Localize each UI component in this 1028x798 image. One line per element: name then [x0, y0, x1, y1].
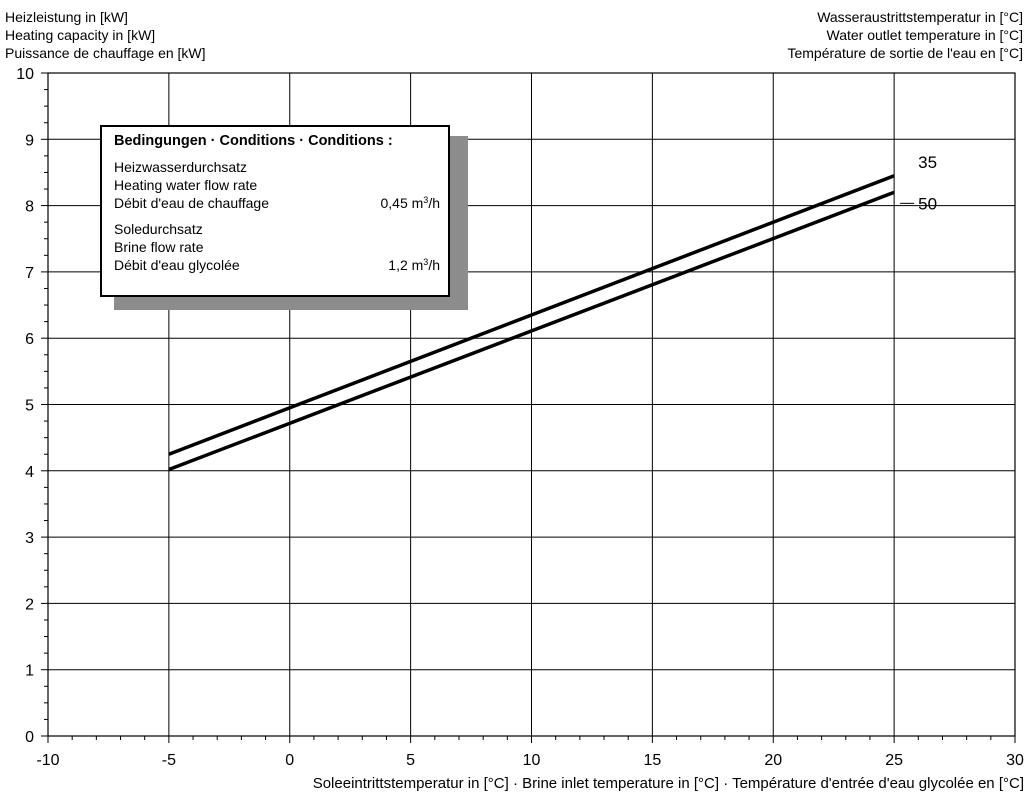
y-tick-label: 10 [16, 66, 34, 83]
x-tick-label: -10 [36, 752, 59, 769]
heating-flow-row: Débit d'eau de chauffage 0,45 m3/h [114, 194, 440, 212]
brine-flow-number: 1,2 m [388, 257, 424, 273]
heating-flow-exponent: 3 [423, 195, 429, 205]
x-tick-label: 30 [1006, 752, 1024, 769]
heating-flow-label-de: Heizwasserdurchsatz [114, 159, 248, 175]
brine-flow-row: Débit d'eau glycolée 1,2 m3/h [114, 256, 440, 274]
x-tick-label: 25 [885, 752, 903, 769]
y-axis-label-left: Heizleistung in [kW] Heating capacity in… [5, 8, 206, 62]
y-axis-label-en: Heating capacity in [kW] [5, 27, 156, 43]
legend-title-fr: Température de sortie de l'eau en [°C] [787, 45, 1023, 61]
y-tick-label: 5 [25, 398, 34, 415]
series-label-50: 50 [918, 194, 937, 213]
conditions-title: Bedingungen · Conditions · Conditions : [114, 133, 393, 149]
y-tick-label: 8 [25, 199, 34, 216]
x-tick-label: 0 [285, 752, 294, 769]
y-tick-label: 0 [25, 729, 34, 746]
brine-flow-label-fr: Débit d'eau glycolée [114, 257, 240, 273]
y-tick-label: 4 [25, 464, 34, 481]
legend-title: Wasseraustrittstemperatur in [°C] Water … [787, 8, 1023, 62]
series-line-35 [168, 174, 895, 456]
x-tick-label: 10 [523, 752, 541, 769]
heating-flow-value: 0,45 m3/h [380, 194, 440, 212]
x-tick-label: -5 [162, 752, 176, 769]
x-tick-label: 5 [406, 752, 415, 769]
brine-flow-unit: /h [428, 257, 440, 273]
x-tick-label: 20 [764, 752, 782, 769]
heating-flow-label-en: Heating water flow rate [114, 177, 258, 193]
x-axis-label: Soleeintrittstemperatur in [°C] · Brine … [312, 775, 1024, 792]
y-tick-label: 3 [25, 530, 34, 547]
conditions-box: Bedingungen · Conditions · Conditions : … [100, 125, 450, 297]
y-axis-label-de: Heizleistung in [kW] [5, 9, 128, 25]
legend-title-de: Wasseraustrittstemperatur in [°C] [817, 9, 1023, 25]
series-label-35: 35 [918, 153, 937, 172]
brine-flow-exponent: 3 [423, 257, 429, 267]
y-tick-label: 2 [25, 596, 34, 613]
y-tick-label: 7 [25, 265, 34, 282]
brine-flow-label-de: Soledurchsatz [114, 221, 203, 237]
y-tick-label: 1 [25, 663, 34, 680]
heating-flow-number: 0,45 m [380, 195, 424, 211]
brine-flow-label-en: Brine flow rate [114, 239, 204, 255]
y-axis-label-fr: Puissance de chauffage en [kW] [5, 45, 206, 61]
y-tick-label: 9 [25, 132, 34, 149]
series-line-50 [168, 190, 895, 472]
brine-flow-value: 1,2 m3/h [388, 256, 440, 274]
legend-title-en: Water outlet temperature in [°C] [826, 27, 1024, 43]
heating-flow-unit: /h [428, 195, 440, 211]
y-tick-label: 6 [25, 331, 34, 348]
heating-flow-label-fr: Débit d'eau de chauffage [114, 195, 269, 211]
x-tick-label: 15 [643, 752, 661, 769]
plot-frame [47, 72, 1016, 737]
